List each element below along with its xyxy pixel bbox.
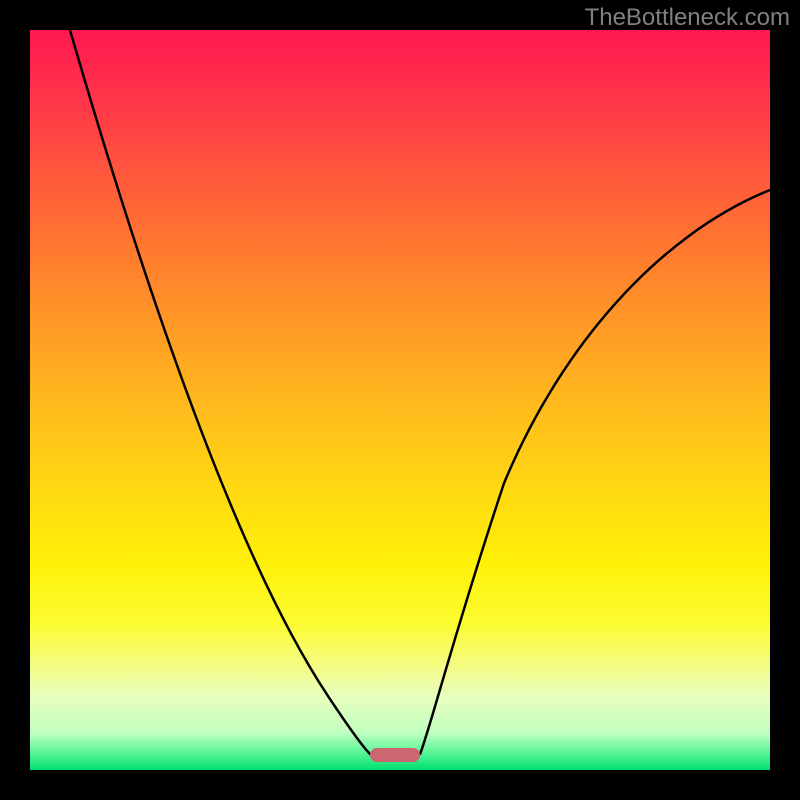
chart-stage: TheBottleneck.com (0, 0, 800, 800)
vertex-marker (370, 748, 420, 762)
bottleneck-chart-svg (0, 0, 800, 800)
plot-area (30, 30, 770, 770)
